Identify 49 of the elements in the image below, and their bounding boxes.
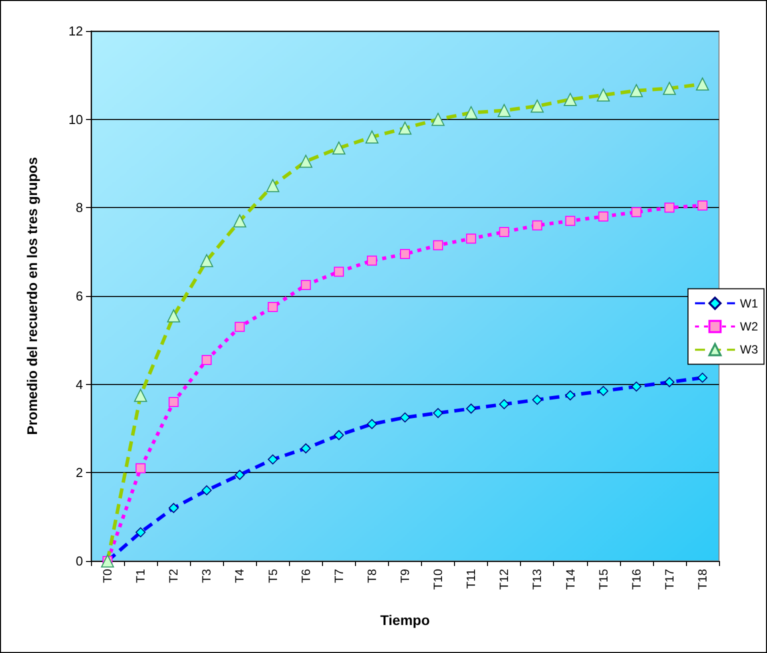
legend-label: W2 (740, 320, 758, 334)
x-tick-label: T18 (695, 568, 710, 590)
point (300, 280, 311, 290)
point (202, 355, 212, 366)
y-tick-label: 10 (68, 112, 83, 127)
x-tick-label: T3 (200, 568, 214, 584)
x-tick-label: T12 (497, 568, 512, 590)
x-axis-title: Tiempo (380, 612, 430, 628)
point (366, 256, 377, 266)
x-tick-label: T9 (398, 568, 412, 584)
point (598, 212, 608, 222)
y-tick-label: 8 (76, 200, 83, 216)
point (466, 234, 476, 244)
point (697, 200, 708, 210)
y-axis-title: Promedio del recuerdo en los tres grupos (24, 156, 40, 435)
point (565, 216, 576, 226)
y-tick-label: 0 (76, 554, 83, 568)
y-tick-label: 12 (68, 24, 83, 38)
x-tick-label: T16 (629, 568, 644, 590)
x-tick-label: T17 (662, 568, 676, 590)
legend-label: W3 (740, 342, 758, 357)
y-tick-label: 2 (76, 465, 83, 480)
y-tick-label: 6 (76, 288, 83, 304)
point (234, 322, 245, 332)
x-tick-label: T8 (364, 568, 379, 584)
x-tick-label: T10 (431, 568, 446, 590)
point (136, 463, 146, 474)
point (168, 397, 179, 407)
x-tick-label: T15 (596, 568, 610, 590)
point (433, 240, 444, 250)
point (664, 202, 674, 213)
x-tick-label: T4 (232, 568, 247, 584)
point (532, 220, 542, 230)
x-tick-label: T2 (166, 568, 181, 584)
x-tick-label: T13 (530, 568, 544, 590)
point (499, 226, 510, 237)
point (334, 266, 344, 277)
x-tick-label: T6 (298, 568, 313, 584)
point (631, 207, 642, 218)
legend-label: W1 (740, 296, 758, 310)
point (400, 249, 410, 260)
x-tick-label: T14 (563, 568, 578, 590)
x-tick-label: T1 (134, 568, 148, 584)
x-tick-label: T11 (464, 568, 478, 589)
x-tick-label: T0 (100, 568, 115, 584)
y-tick-label: 4 (76, 376, 83, 392)
point (268, 302, 278, 312)
x-tick-label: T7 (332, 568, 346, 584)
x-tick-label: T5 (266, 568, 280, 584)
